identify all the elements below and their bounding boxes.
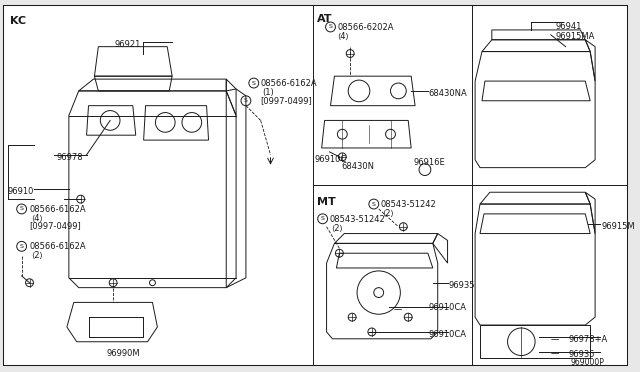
Text: 96916E: 96916E bbox=[413, 158, 445, 167]
Text: S: S bbox=[321, 216, 324, 221]
Text: S: S bbox=[20, 244, 24, 249]
Text: S: S bbox=[372, 202, 376, 206]
Text: 08543-51242: 08543-51242 bbox=[381, 200, 436, 209]
Text: [0997-0499]: [0997-0499] bbox=[29, 221, 81, 230]
Text: ⟨4⟩: ⟨4⟩ bbox=[337, 32, 349, 41]
Text: 96915MA: 96915MA bbox=[556, 32, 595, 41]
Text: ⟨2⟩: ⟨2⟩ bbox=[332, 224, 343, 233]
Text: 96915M: 96915M bbox=[602, 222, 636, 231]
Text: 08543-51242: 08543-51242 bbox=[330, 215, 385, 224]
Text: —: — bbox=[551, 350, 559, 359]
Text: 969000P: 969000P bbox=[570, 359, 604, 368]
Text: —: — bbox=[551, 335, 559, 344]
Text: 96935: 96935 bbox=[568, 350, 595, 359]
Text: S: S bbox=[20, 206, 24, 211]
Text: 96921: 96921 bbox=[114, 40, 140, 49]
Text: MT: MT bbox=[317, 197, 335, 207]
Text: S: S bbox=[252, 81, 256, 86]
Text: 96910C: 96910C bbox=[315, 155, 347, 164]
Text: KC: KC bbox=[10, 16, 26, 26]
Text: 96941: 96941 bbox=[556, 22, 582, 31]
Text: (1): (1) bbox=[262, 88, 275, 97]
Text: 96935: 96935 bbox=[449, 281, 475, 290]
Text: 08566-6162A: 08566-6162A bbox=[29, 243, 86, 251]
Text: 96978+A: 96978+A bbox=[568, 335, 608, 344]
Text: ⟨2⟩: ⟨2⟩ bbox=[383, 209, 394, 218]
Text: [0997-0499]: [0997-0499] bbox=[260, 96, 312, 105]
Text: ⟨4⟩: ⟨4⟩ bbox=[31, 214, 44, 223]
Text: AT: AT bbox=[317, 14, 332, 24]
Text: S: S bbox=[244, 98, 248, 103]
Text: 08566-6162A: 08566-6162A bbox=[260, 79, 317, 88]
Text: 68430N: 68430N bbox=[341, 162, 374, 171]
Text: S: S bbox=[328, 25, 332, 29]
Text: 96910CA: 96910CA bbox=[429, 330, 467, 339]
Text: 96978: 96978 bbox=[56, 153, 83, 162]
Text: 96990M: 96990M bbox=[106, 349, 140, 357]
Text: 96910: 96910 bbox=[8, 187, 35, 196]
Text: —: — bbox=[394, 305, 402, 314]
Text: 08566-6162A: 08566-6162A bbox=[29, 205, 86, 214]
Text: 08566-6202A: 08566-6202A bbox=[337, 23, 394, 32]
Text: 68430NA: 68430NA bbox=[429, 89, 468, 98]
FancyBboxPatch shape bbox=[3, 5, 627, 365]
Text: 96910CA: 96910CA bbox=[429, 304, 467, 312]
Text: ⟨2⟩: ⟨2⟩ bbox=[31, 251, 44, 260]
